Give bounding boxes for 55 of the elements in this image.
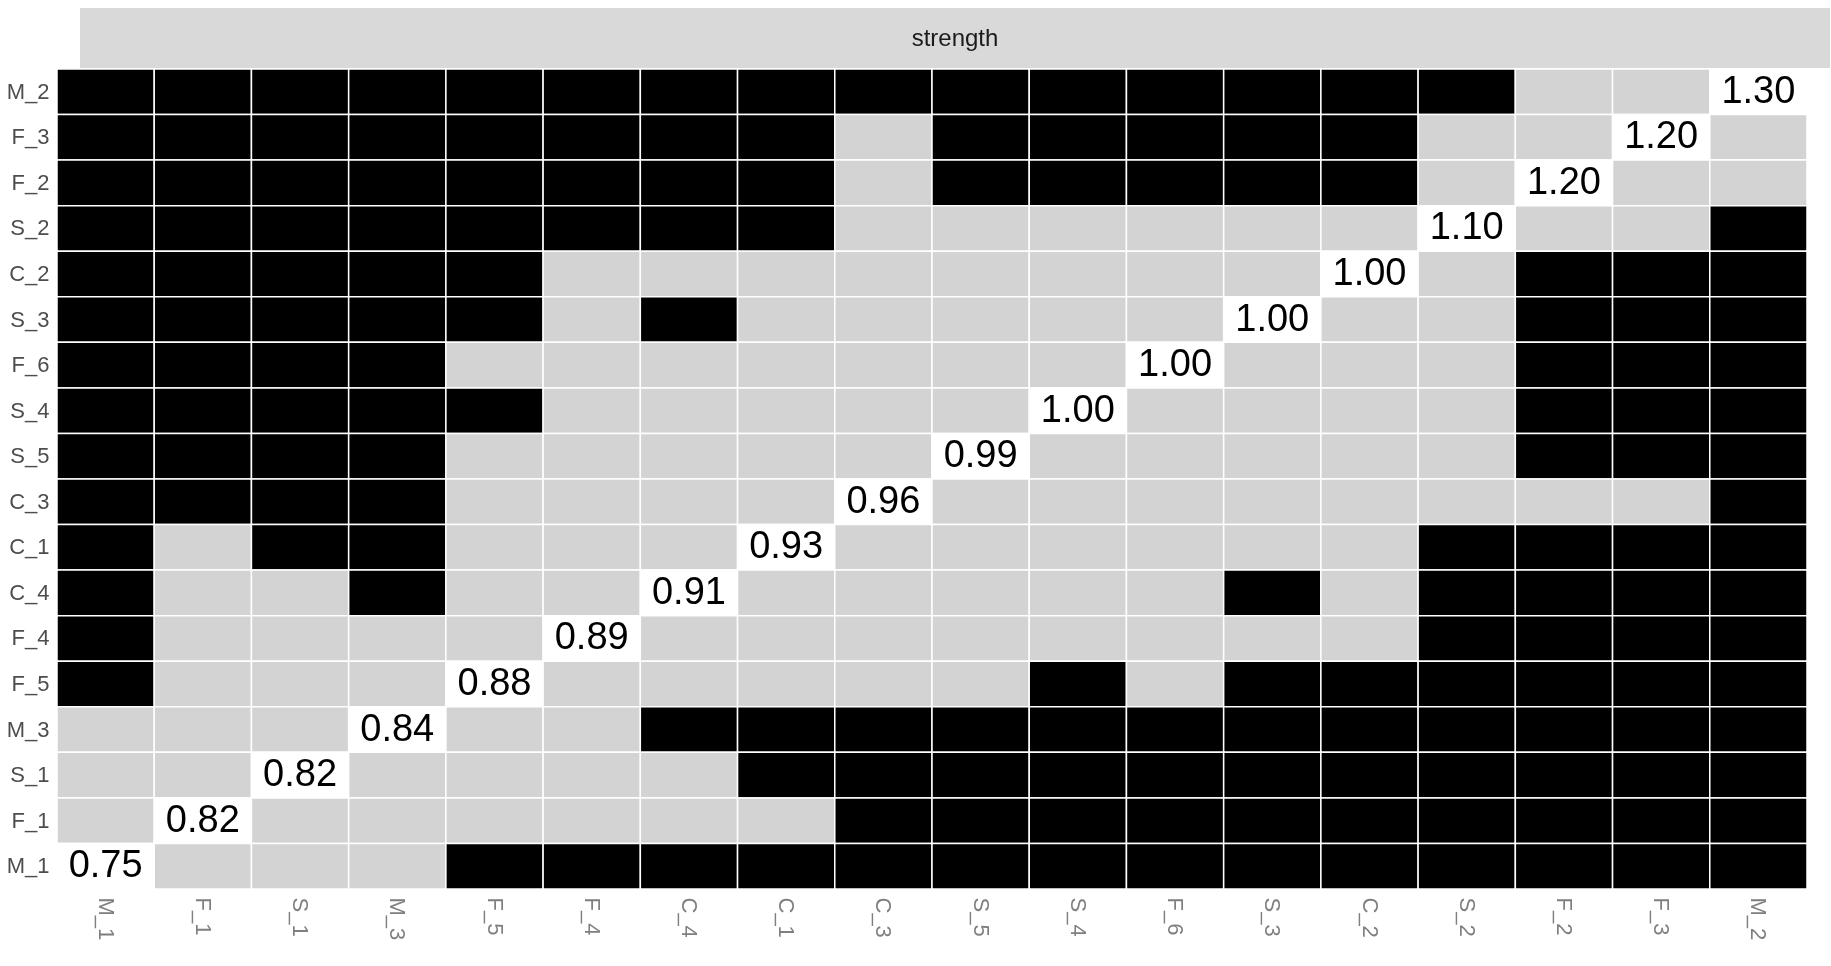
x-tick-label: C_2	[1357, 897, 1383, 938]
data-label: 1.00	[1138, 342, 1213, 385]
x-tick-label: S_1	[288, 897, 314, 937]
y-tick-label: S_1	[10, 762, 50, 788]
data-label: 0.91	[651, 569, 726, 612]
x-tick-label: F_5	[482, 897, 508, 936]
data-label: 1.20	[1526, 159, 1601, 202]
y-tick-label: C_3	[9, 488, 50, 514]
data-label: 1.20	[1624, 114, 1699, 157]
x-tick-label: F_6	[1163, 897, 1189, 936]
y-tick-label: S_2	[10, 215, 50, 241]
y-tick-label: F_1	[11, 807, 50, 833]
data-label: 0.88	[457, 661, 532, 703]
data-label: 0.75	[68, 843, 143, 886]
x-tick-label: M_3	[385, 897, 411, 941]
x-tick-label: S_4	[1065, 897, 1091, 937]
chart-title: strength	[80, 8, 1830, 68]
y-tick-label: C_4	[9, 579, 50, 605]
data-label: 1.00	[1332, 251, 1407, 293]
data-label: 0.89	[554, 615, 629, 658]
x-tick-label: M_1	[93, 897, 119, 941]
data-label: 0.96	[846, 478, 921, 521]
data-label: 0.84	[360, 706, 435, 749]
y-tick-label: S_4	[10, 397, 50, 423]
data-label: 0.82	[165, 797, 240, 840]
x-tick-label: M_2	[1746, 897, 1772, 941]
data-label: 0.93	[749, 524, 824, 567]
y-tick-label: F_2	[11, 169, 50, 195]
data-label: 1.00	[1235, 296, 1310, 339]
x-tick-label: F_2	[1551, 897, 1577, 936]
x-tick-label: C_4	[676, 897, 702, 938]
data-label: 0.82	[263, 752, 338, 795]
x-tick-label: F_1	[190, 897, 216, 936]
x-tick-label: S_3	[1260, 897, 1286, 937]
x-tick-label: C_1	[774, 897, 800, 938]
y-tick-label: S_5	[10, 443, 50, 469]
y-tick-label: F_3	[11, 124, 50, 150]
y-tick-label: F_5	[11, 671, 50, 696]
x-tick-label: F_3	[1649, 897, 1675, 936]
y-tick-label: C_2	[9, 261, 50, 286]
x-tick-label: S_5	[968, 897, 994, 937]
data-label: 1.30	[1721, 68, 1796, 111]
y-tick-label: F_6	[11, 352, 50, 378]
x-tick-label: C_3	[871, 897, 897, 938]
data-label: 1.10	[1429, 205, 1504, 248]
x-tick-label: F_4	[579, 897, 605, 936]
y-tick-label: M_1	[6, 853, 50, 879]
data-label: 1.00	[1040, 387, 1115, 430]
y-tick-label: F_4	[11, 625, 50, 651]
x-tick-label: S_2	[1454, 897, 1480, 937]
y-tick-label: M_2	[6, 78, 50, 104]
y-tick-label: C_1	[9, 534, 50, 560]
y-tick-label: M_3	[6, 716, 50, 742]
data-label: 0.99	[943, 433, 1018, 476]
y-tick-label: S_3	[10, 306, 50, 332]
